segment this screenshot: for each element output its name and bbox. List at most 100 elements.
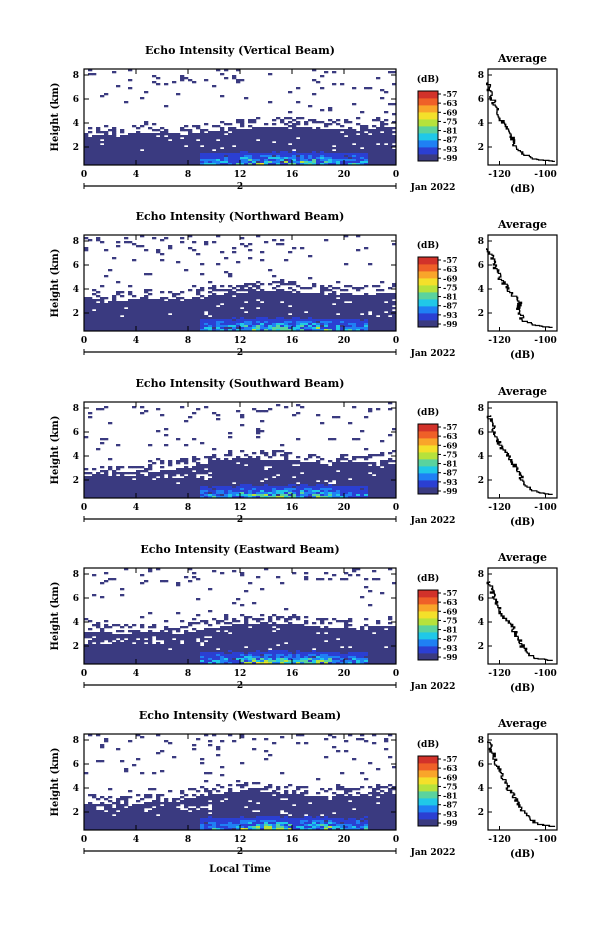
heatmap-cell <box>148 329 153 332</box>
heatmap-cell <box>124 480 129 483</box>
heatmap-cell <box>368 301 373 304</box>
heatmap-cell <box>348 486 353 489</box>
heatmap-cell <box>160 470 165 473</box>
heatmap-cell <box>180 406 185 409</box>
heatmap-cell <box>300 480 305 483</box>
heatmap-cell <box>308 329 313 332</box>
heatmap-cell <box>244 313 249 316</box>
heatmap-cell <box>276 319 281 322</box>
heatmap-cell <box>108 311 113 314</box>
heatmap-cell <box>132 650 137 653</box>
heatmap-cell <box>344 464 349 467</box>
heatmap-cell <box>260 490 265 493</box>
heatmap-cell <box>236 151 241 154</box>
heatmap-cell <box>120 153 125 156</box>
average-y-tick-label: 8 <box>478 404 484 414</box>
heatmap-cell <box>316 135 321 138</box>
heatmap-cell <box>344 145 349 148</box>
heatmap-cell <box>180 494 185 497</box>
heatmap-cell <box>168 460 173 463</box>
heatmap-cell <box>92 658 97 661</box>
heatmap-cell <box>228 153 233 156</box>
heatmap-cell <box>212 307 217 310</box>
average-profile-line <box>486 415 553 495</box>
heatmap-cell <box>156 149 161 152</box>
heatmap-cell <box>88 155 93 158</box>
heatmap-cell <box>116 650 121 653</box>
heatmap-cell <box>276 131 281 134</box>
heatmap-cell <box>112 317 117 320</box>
heatmap-cell <box>268 490 273 493</box>
heatmap-cell <box>372 468 377 471</box>
heatmap-cell <box>276 291 281 294</box>
heatmap-cell <box>336 281 341 284</box>
heatmap-cell <box>256 313 261 316</box>
heatmap-cell <box>136 299 141 302</box>
heatmap-cell <box>244 492 249 495</box>
heatmap-cell <box>164 105 169 108</box>
heatmap-cell <box>228 468 233 471</box>
heatmap-cell <box>304 157 309 160</box>
heatmap-cell <box>272 291 277 294</box>
heatmap-cell <box>104 656 109 659</box>
heatmap-cell <box>368 137 373 140</box>
heatmap-cell <box>204 155 209 158</box>
heatmap-cell <box>384 305 389 308</box>
heatmap-cell <box>268 486 273 489</box>
heatmap-cell <box>236 319 241 322</box>
heatmap-cell <box>380 149 385 152</box>
heatmap-cell <box>360 295 365 298</box>
heatmap-cell <box>140 406 145 409</box>
heatmap-cell <box>84 492 89 495</box>
heatmap-cell <box>316 81 321 84</box>
heatmap-cell <box>240 490 245 493</box>
heatmap-cell <box>132 133 137 136</box>
heatmap-cell <box>192 484 197 487</box>
heatmap-cell <box>192 460 197 463</box>
heatmap-cell <box>240 163 245 166</box>
colorbar-tick-label: -57 <box>443 89 457 99</box>
heatmap-cell <box>356 305 361 308</box>
heatmap-cell <box>288 468 293 471</box>
heatmap-cell <box>204 456 209 459</box>
colorbar-tick-label: -81 <box>443 292 457 302</box>
heatmap-cell <box>260 319 265 322</box>
heatmap-cell <box>168 315 173 318</box>
heatmap-cell <box>128 490 133 493</box>
heatmap-cell <box>312 315 317 318</box>
heatmap-cell <box>264 161 269 164</box>
heatmap-cell <box>248 249 253 252</box>
heatmap-cell <box>292 157 297 160</box>
heatmap-cell <box>380 472 385 475</box>
heatmap-cell <box>340 297 345 300</box>
heatmap-cell <box>208 163 213 166</box>
heatmap-cell <box>320 87 325 90</box>
heatmap-cell <box>136 315 141 318</box>
heatmap-cell <box>108 161 113 164</box>
heatmap-cell <box>316 474 321 477</box>
heatmap-cell <box>356 147 361 150</box>
heatmap-cell <box>188 131 193 134</box>
heatmap-cell <box>296 472 301 475</box>
heatmap-cell <box>264 131 269 134</box>
heatmap-cell <box>108 486 113 489</box>
heatmap-cell <box>280 239 285 242</box>
heatmap-cell <box>188 478 193 481</box>
heatmap-cell <box>156 313 161 316</box>
heatmap-cell <box>228 327 233 330</box>
heatmap-cell <box>104 488 109 491</box>
heatmap-cell <box>288 163 293 166</box>
heatmap-cell <box>312 319 317 322</box>
heatmap-cell <box>116 323 121 326</box>
heatmap-cell <box>276 486 281 489</box>
heatmap-cell <box>104 480 109 483</box>
heatmap-cell <box>144 91 149 94</box>
heatmap-cell <box>248 153 253 156</box>
heatmap-cell <box>180 470 185 473</box>
heatmap-cell <box>116 241 121 244</box>
heatmap-cell <box>84 646 89 649</box>
heatmap-cell <box>324 309 329 312</box>
heatmap-cell <box>300 149 305 152</box>
heatmap-cell <box>144 410 149 413</box>
heatmap-cell <box>164 490 169 493</box>
